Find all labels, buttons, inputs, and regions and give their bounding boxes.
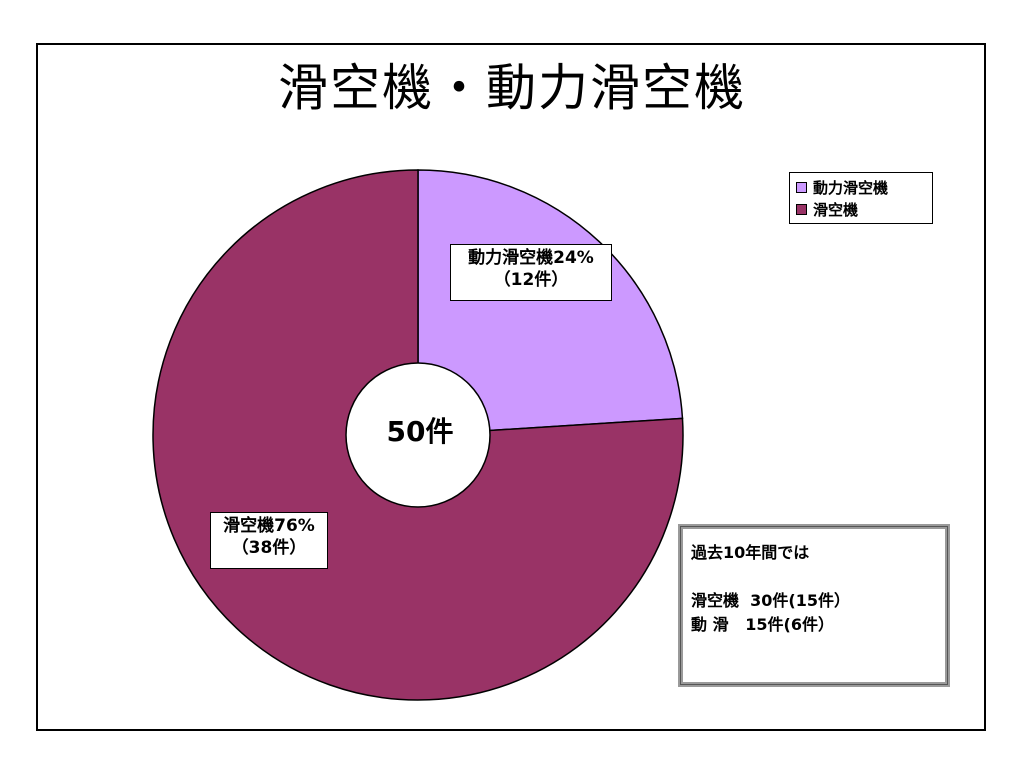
note-heading: 過去10年間では <box>691 543 810 562</box>
legend-item-powered-glider: 動力滑空機 <box>796 176 926 198</box>
legend-label-powered-glider: 動力滑空機 <box>813 178 889 197</box>
note-line-glider: 滑空機 30件(15件） <box>691 591 850 610</box>
legend-item-glider: 滑空機 <box>796 198 926 220</box>
chart-title: 滑空機・動力滑空機 <box>278 59 746 117</box>
slice-label-glider-percent: 滑空機76% <box>223 516 315 536</box>
legend-label-glider: 滑空機 <box>813 200 859 219</box>
note-line-powered: 動 滑 15件(6件） <box>691 615 834 634</box>
slice-label-glider: 滑空機76% （38件） <box>210 512 328 569</box>
legend-swatch-powered-glider <box>796 181 807 193</box>
slice-label-powered-glider-percent: 動力滑空機24% <box>468 248 594 268</box>
center-hole <box>345 362 491 508</box>
legend-swatch-glider <box>796 203 807 215</box>
legend: 動力滑空機 滑空機 <box>789 172 933 224</box>
slice-label-glider-count: （38件） <box>231 538 307 558</box>
ten-year-note-box: 過去10年間では 滑空機 30件(15件） 動 滑 15件(6件） <box>678 524 950 687</box>
pie-slice-powered-glider <box>417 169 684 436</box>
slice-label-powered-glider-count: （12件） <box>493 270 569 290</box>
center-total-label: 50件 <box>386 415 454 448</box>
slice-label-powered-glider: 動力滑空機24% （12件） <box>450 244 612 301</box>
